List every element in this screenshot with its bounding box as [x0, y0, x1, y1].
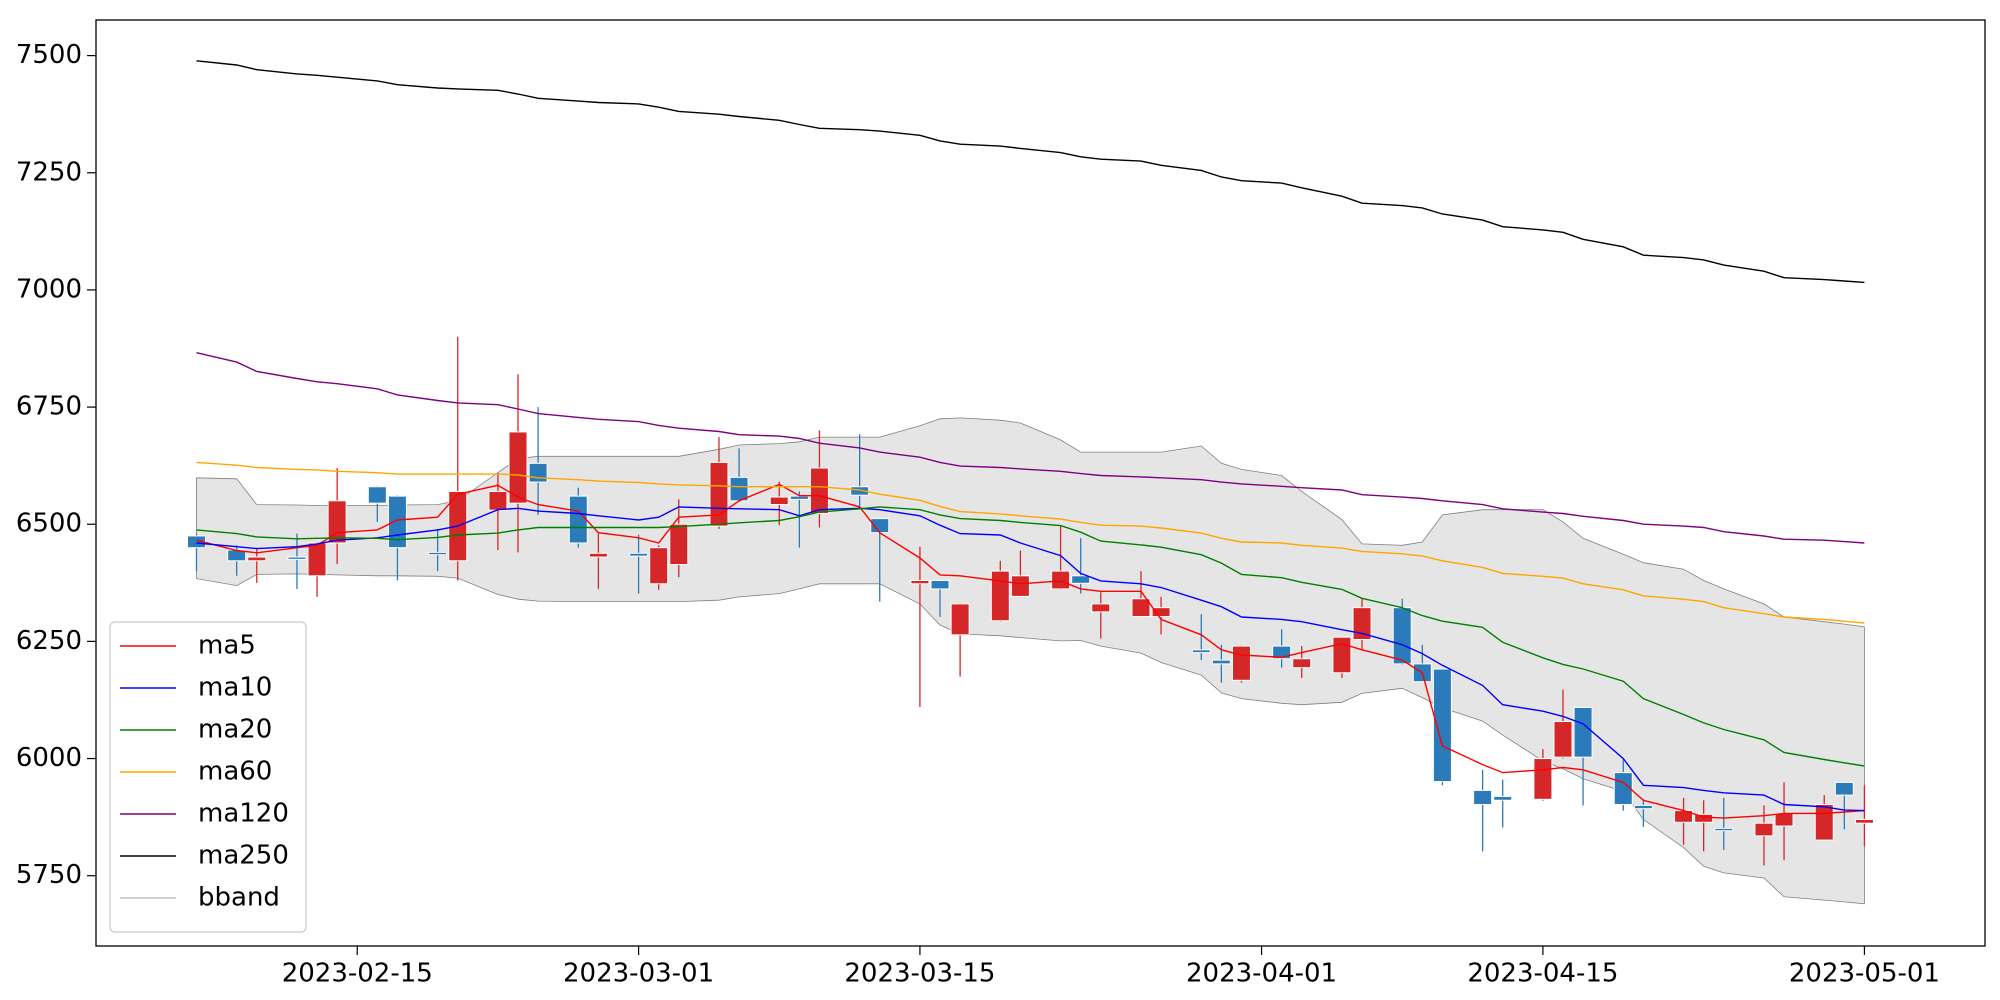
- candle-body: [1151, 607, 1171, 618]
- candle-body: [1432, 668, 1452, 783]
- candle-body: [990, 570, 1010, 622]
- candle-body: [1774, 812, 1794, 827]
- candle-body: [367, 486, 387, 504]
- candle-body: [1051, 570, 1071, 590]
- y-tick-label: 7250: [16, 157, 82, 187]
- candle-body: [1091, 603, 1111, 613]
- candle-body: [568, 495, 588, 544]
- y-tick-label: 6250: [16, 626, 82, 656]
- candle-body: [1211, 659, 1231, 665]
- candle-body: [1191, 649, 1211, 654]
- x-tick-label: 2023-04-15: [1467, 959, 1618, 989]
- candle-body: [1754, 822, 1774, 837]
- candle-body: [1010, 575, 1030, 597]
- candle-body: [1352, 607, 1372, 641]
- x-tick-label: 2023-03-15: [844, 959, 995, 989]
- candle-body: [588, 552, 608, 558]
- candle-body: [1533, 758, 1553, 800]
- y-tick-label: 6000: [16, 743, 82, 773]
- y-tick-label: 5750: [16, 860, 82, 890]
- legend-label: bband: [198, 883, 280, 913]
- candle-body: [508, 431, 528, 504]
- x-tick-label: 2023-05-01: [1789, 959, 1940, 989]
- candle-body: [769, 496, 789, 506]
- candle-body: [1834, 781, 1854, 796]
- candle-body: [1231, 645, 1251, 681]
- candle-body: [809, 467, 829, 514]
- y-tick-label: 6750: [16, 392, 82, 422]
- ma-line: [196, 461, 1865, 624]
- candle-body: [1392, 607, 1412, 665]
- candle-body: [1714, 827, 1734, 832]
- candle-body: [930, 579, 950, 590]
- ma-line: [196, 352, 1865, 544]
- x-tick-label: 2023-03-01: [563, 959, 714, 989]
- x-tick-label: 2023-02-15: [282, 959, 433, 989]
- candle-body: [1071, 575, 1091, 584]
- candle-body: [428, 551, 448, 556]
- candle-body: [247, 556, 267, 562]
- candle-body: [910, 579, 930, 585]
- legend-label: ma10: [198, 673, 272, 703]
- candle-body: [1292, 658, 1312, 669]
- ma-line: [196, 60, 1865, 284]
- y-tick-label: 7000: [16, 274, 82, 304]
- ma-line: [196, 483, 1865, 819]
- legend-label: ma250: [198, 841, 289, 871]
- candle-body: [1694, 813, 1714, 823]
- legend-label: ma5: [198, 631, 256, 661]
- y-tick-label: 7500: [16, 40, 82, 70]
- candle-body: [1493, 796, 1513, 801]
- candle-body: [1573, 706, 1593, 758]
- candle-body: [1473, 789, 1493, 805]
- candle-body: [1854, 818, 1874, 824]
- candle-body: [850, 486, 870, 496]
- x-tick-label: 2023-04-01: [1186, 959, 1337, 989]
- candle-body: [950, 603, 970, 636]
- legend-label: ma120: [198, 799, 289, 829]
- candle-body: [287, 556, 307, 560]
- legend-label: ma60: [198, 757, 272, 787]
- legend-label: ma20: [198, 715, 272, 745]
- candle-body: [307, 542, 327, 577]
- candle-body: [1814, 803, 1834, 841]
- ma-line: [196, 506, 1865, 767]
- candle-body: [488, 490, 508, 511]
- candle-body: [649, 547, 669, 585]
- candle-body: [1553, 721, 1573, 758]
- candle-body: [1332, 636, 1352, 674]
- candle-body: [709, 461, 729, 527]
- candle-body: [789, 495, 809, 500]
- candle-body: [1131, 598, 1151, 618]
- plot-area: [186, 60, 1874, 905]
- legend-box: [109, 621, 307, 933]
- ma-line: [196, 506, 1865, 812]
- candle-body: [669, 523, 689, 566]
- plot-frame: [95, 19, 1986, 947]
- y-tick-label: 6500: [16, 509, 82, 539]
- candle-body: [729, 476, 749, 502]
- candle-body: [528, 462, 548, 483]
- band-area: [196, 417, 1865, 905]
- candle-body: [1633, 804, 1653, 810]
- candle-body: [629, 552, 649, 557]
